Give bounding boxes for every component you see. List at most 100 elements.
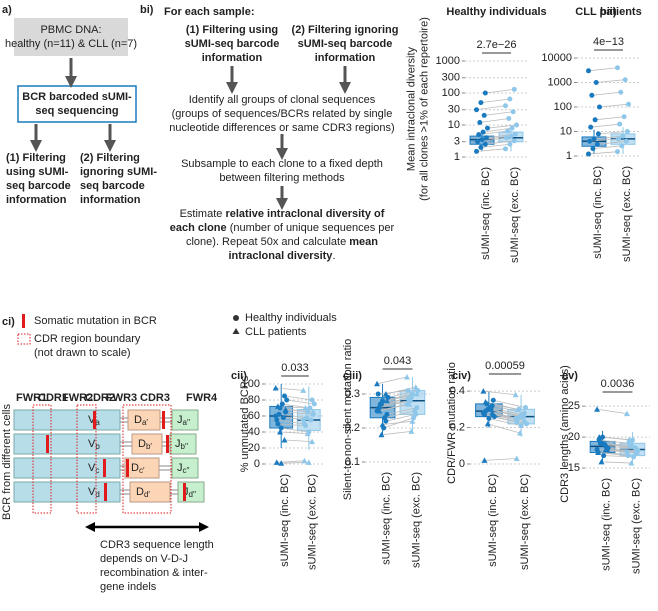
pvalue: 2.7e−26 — [476, 39, 516, 51]
point — [480, 388, 487, 394]
region-label: FWR1 — [16, 392, 47, 404]
segment-letter: J — [177, 462, 183, 474]
pair-line — [484, 111, 514, 116]
point — [617, 121, 623, 127]
j-segment — [171, 409, 199, 431]
option-text: information — [315, 52, 376, 64]
cdr-boundary — [122, 404, 172, 514]
point — [273, 459, 280, 465]
sequencing-box — [17, 85, 137, 123]
step-text: clone). Repeat 50x and calculate mean — [186, 236, 378, 248]
pair-line — [480, 143, 510, 148]
point — [278, 460, 285, 466]
pair-line — [483, 390, 516, 396]
v-segment — [13, 409, 121, 431]
legend-text: CLL patients — [245, 326, 307, 338]
point — [509, 125, 515, 131]
point — [277, 429, 284, 435]
y-tick-label: 15 — [568, 462, 580, 474]
point — [518, 413, 525, 420]
y-tick-label: 100 — [554, 101, 572, 113]
text-run: mean — [349, 236, 378, 248]
point — [518, 423, 524, 429]
y-tick-label: 100 — [242, 378, 260, 390]
point — [478, 100, 484, 106]
y-tick-label: 100 — [442, 87, 460, 99]
y-tick-label: 0.1 — [345, 456, 360, 468]
segment-label: Jc′′ — [177, 462, 190, 475]
y-tick-label: 1000 — [436, 55, 460, 67]
point — [587, 138, 593, 144]
cdr-boundary — [76, 404, 97, 514]
pair-line — [284, 395, 313, 401]
point — [303, 423, 308, 429]
point — [623, 410, 630, 417]
segment-label: Vc — [88, 462, 99, 475]
segment-subscript: c — [95, 466, 99, 475]
mutation — [104, 483, 107, 501]
pair-line — [275, 387, 304, 391]
option-text: sUMI-seq barcode — [298, 38, 393, 50]
point — [625, 101, 631, 107]
point — [383, 397, 390, 404]
y-tick-label: 1000 — [548, 76, 572, 88]
point — [595, 449, 602, 456]
option-text: ignoring sUMI- — [80, 166, 157, 178]
pair-line — [598, 452, 629, 455]
mutation — [166, 435, 169, 453]
v-segment — [13, 481, 121, 503]
y-tick-label: 0.2 — [345, 422, 360, 434]
point — [512, 391, 519, 398]
point — [589, 92, 595, 98]
point — [482, 141, 488, 147]
pair-line — [591, 91, 621, 96]
region-label: FWR2 — [62, 392, 93, 404]
segment-letter: V — [88, 438, 96, 450]
x-tick-label: sUMI-seq (inc. BC) — [279, 474, 291, 567]
x-tick-label: sUMI-seq (exc. BC) — [307, 474, 319, 570]
note-text: gene indels — [100, 581, 157, 593]
point — [508, 133, 514, 139]
option-text: information — [80, 194, 141, 206]
point — [413, 391, 420, 397]
segment-subscript: a′′ — [183, 418, 191, 427]
point — [490, 397, 496, 403]
point — [304, 415, 310, 421]
point — [409, 418, 416, 424]
point — [279, 401, 285, 407]
pvalue: 0.0036 — [601, 378, 635, 390]
y-tick-label: 80 — [248, 394, 260, 406]
point — [506, 115, 512, 121]
option-text: (1) Filtering — [6, 152, 66, 164]
point — [301, 457, 308, 464]
pair-line — [596, 79, 626, 83]
note-text: CDR3 sequence length — [100, 539, 214, 551]
y-tick-label: 1 — [454, 151, 460, 163]
mutation — [126, 459, 129, 477]
point — [275, 421, 281, 427]
point — [375, 404, 382, 411]
point — [628, 460, 635, 466]
x-tick-label: sUMI-seq (inc. BC) — [380, 472, 392, 565]
point — [622, 77, 628, 83]
pair-line — [384, 410, 415, 419]
option-text: information — [6, 194, 67, 206]
point — [479, 137, 485, 143]
segment-letter: D — [131, 462, 139, 474]
point — [511, 86, 517, 92]
y-tick-label: 60 — [248, 410, 260, 422]
point — [481, 457, 488, 463]
pair-line — [489, 407, 523, 416]
segment-subscript: b′ — [146, 442, 152, 451]
pair-line — [597, 140, 627, 145]
mutation-icon — [22, 314, 25, 328]
point — [522, 419, 529, 425]
point — [588, 124, 594, 130]
point — [382, 415, 388, 421]
pvalue: 0.043 — [384, 355, 412, 367]
point — [507, 141, 513, 147]
segment-letter: D — [136, 486, 144, 498]
point — [483, 408, 489, 414]
pair-line — [385, 414, 416, 422]
point — [599, 440, 606, 446]
